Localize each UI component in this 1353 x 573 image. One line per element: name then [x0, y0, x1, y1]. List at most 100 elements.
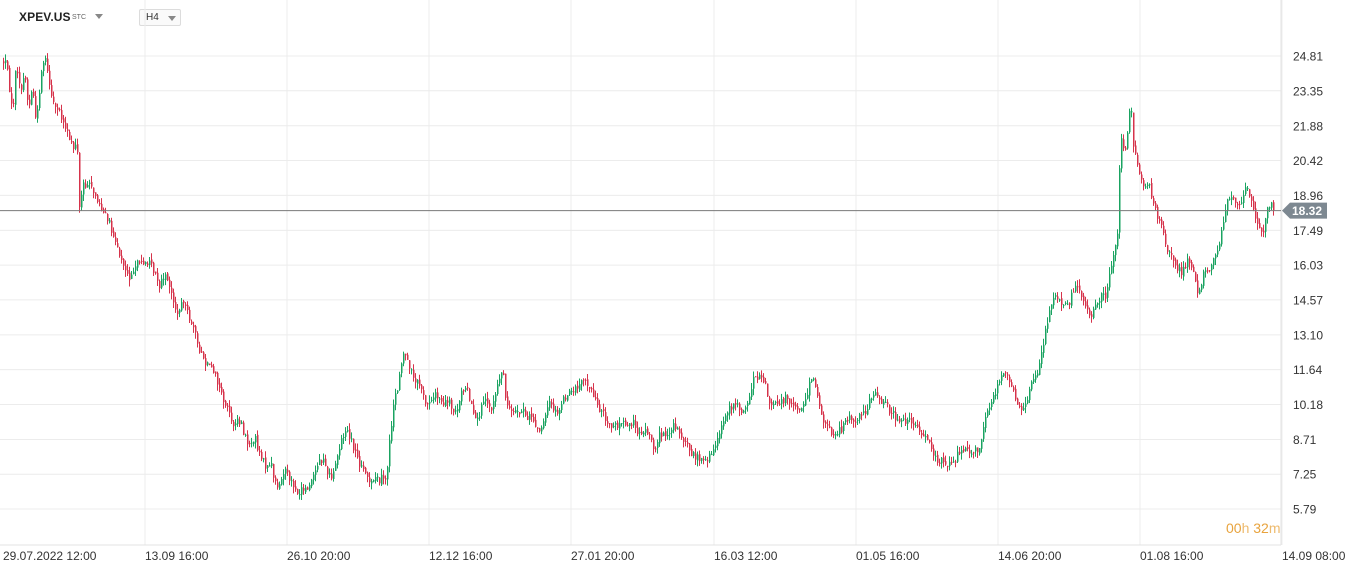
- candle: [143, 257, 145, 266]
- candle: [921, 429, 923, 439]
- candle: [73, 141, 75, 154]
- candle-body: [89, 182, 91, 184]
- candle: [209, 363, 211, 366]
- candle-body: [87, 185, 89, 188]
- candle-body: [421, 385, 423, 390]
- candle-body: [583, 379, 585, 381]
- candle: [951, 456, 953, 465]
- candle: [129, 266, 131, 287]
- candle: [457, 403, 459, 418]
- candle-body: [137, 260, 139, 268]
- x-tick-label: 01.05 16:00: [856, 549, 920, 563]
- candle-body: [111, 220, 113, 233]
- candle: [651, 434, 653, 443]
- candle-body: [935, 455, 937, 457]
- candle-body: [797, 406, 799, 410]
- candle-body: [487, 398, 489, 404]
- candle: [155, 271, 157, 275]
- candle: [115, 232, 117, 246]
- candle: [1005, 371, 1007, 378]
- candle-body: [397, 390, 399, 393]
- candle-body: [271, 463, 273, 467]
- candle: [1079, 279, 1081, 294]
- candle-body: [893, 410, 895, 413]
- candle-body: [1121, 138, 1123, 169]
- candle: [1169, 250, 1171, 258]
- candle: [303, 484, 305, 495]
- candle-body: [697, 454, 699, 461]
- candle: [39, 89, 41, 111]
- candle: [583, 378, 585, 387]
- candle: [1271, 201, 1273, 210]
- candle-body: [731, 406, 733, 410]
- candle-body: [419, 379, 421, 386]
- candle: [805, 392, 807, 407]
- candle: [441, 395, 443, 405]
- candle-body: [905, 418, 907, 424]
- candle: [1025, 396, 1027, 414]
- symbol-label[interactable]: XPEV.US: [19, 10, 71, 24]
- candle: [387, 465, 389, 486]
- candle-body: [685, 440, 687, 442]
- candle: [249, 440, 251, 448]
- candle-body: [393, 404, 395, 428]
- candle: [573, 386, 575, 396]
- candle-body: [173, 292, 175, 303]
- timeframe-label: H4: [146, 12, 159, 23]
- candle: [183, 299, 185, 309]
- candle: [501, 372, 503, 385]
- candle: [771, 398, 773, 411]
- candle-body: [535, 419, 537, 427]
- time-axis[interactable]: 29.07.2022 12:00 13.09 16:00 26.10 20:00 12…: [3, 549, 1346, 563]
- candle: [1215, 253, 1217, 265]
- candle: [715, 440, 717, 453]
- candle: [113, 227, 115, 238]
- candle-body: [831, 427, 833, 435]
- candle-body: [761, 375, 763, 378]
- candle: [1143, 178, 1145, 191]
- candle-body: [1059, 299, 1061, 301]
- candle-body: [1079, 285, 1081, 291]
- candle-body: [629, 423, 631, 427]
- candle-body: [301, 487, 303, 495]
- price-axis[interactable]: 24.81 23.35 21.88 20.42 18.96 17.49 16.03 14.57…: [1293, 50, 1323, 517]
- candle-body: [1153, 198, 1155, 204]
- candle-body: [149, 260, 151, 265]
- candle-body: [193, 325, 195, 328]
- candle-body: [147, 263, 149, 266]
- candle: [1193, 264, 1195, 273]
- candle-body: [11, 93, 13, 104]
- candlestick-series: [3, 53, 1275, 500]
- candle: [991, 399, 993, 411]
- timeframe-select[interactable]: H4: [139, 9, 181, 26]
- candle: [55, 102, 57, 114]
- candle: [647, 426, 649, 436]
- candle: [333, 468, 335, 482]
- candle-body: [381, 474, 383, 485]
- candle: [487, 391, 489, 408]
- candle-body: [879, 397, 881, 400]
- candle: [813, 377, 815, 382]
- candle-body: [435, 392, 437, 399]
- symbol-dropdown-icon[interactable]: [95, 14, 103, 19]
- candle: [695, 448, 697, 466]
- candle-body: [251, 442, 253, 444]
- candle-body: [153, 262, 155, 273]
- candle: [1111, 261, 1113, 275]
- candle-body: [799, 408, 801, 411]
- candle-body: [151, 259, 153, 264]
- candle: [461, 387, 463, 406]
- candle-body: [979, 448, 981, 454]
- candle-body: [297, 489, 299, 494]
- candle-body: [567, 395, 569, 401]
- candle-body: [195, 326, 197, 333]
- candle-body: [185, 304, 187, 306]
- candle: [41, 69, 43, 94]
- candle: [639, 427, 641, 440]
- candle-body: [79, 152, 81, 208]
- candle: [433, 392, 435, 404]
- candle: [467, 382, 469, 391]
- candle-body: [875, 392, 877, 396]
- candle: [361, 460, 363, 468]
